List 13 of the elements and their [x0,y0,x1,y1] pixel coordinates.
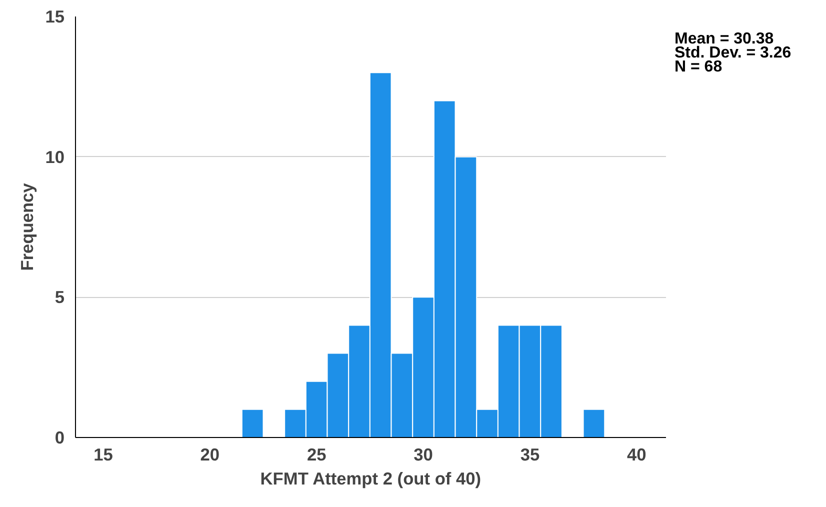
x-tick-label: 40 [626,444,646,464]
x-axis-title: KFMT Attempt 2 (out of 40) [260,468,482,488]
x-tick-label: 30 [414,444,433,464]
y-tick-label: 15 [45,6,65,26]
y-tick-label: 5 [54,287,65,308]
x-tick-label: 15 [94,444,114,464]
x-tick-label: 20 [200,444,220,464]
text: N = 68 [674,58,722,76]
y-tick-label: 10 [45,146,65,167]
y-axis-title: Frequency [17,182,38,271]
x-tick-label: 35 [520,444,540,464]
y-tick-label: 0 [54,428,65,448]
x-tick-label: 25 [306,444,327,464]
